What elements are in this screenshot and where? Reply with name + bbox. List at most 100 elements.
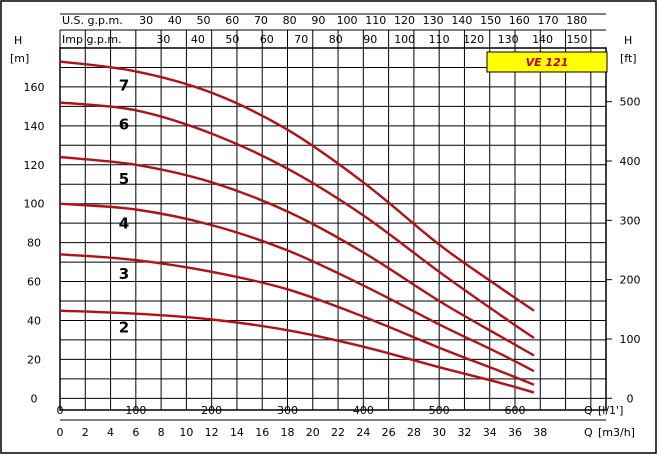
y-tick-m: 140	[24, 120, 45, 133]
imp-gpm-tick: 70	[294, 33, 308, 46]
pump-curve-7	[59, 60, 535, 312]
y-axis-label-left: H	[14, 34, 22, 47]
x-tick-m3h: 6	[132, 426, 139, 439]
us-gpm-tick: 120	[394, 14, 415, 27]
x-tick-m3h: 34	[483, 426, 497, 439]
x-tick-m3h: 32	[457, 426, 471, 439]
imp-gpm-tick: 90	[363, 33, 377, 46]
imp-gpm-tick: 110	[429, 33, 450, 46]
imp-gpm-tick: 130	[498, 33, 519, 46]
x-unit-lpm: [l/1']	[598, 404, 623, 417]
x-tick-m3h: 0	[57, 426, 64, 439]
model-badge: VE 121	[486, 51, 608, 73]
x-tick-m3h: 8	[158, 426, 165, 439]
y-tick-m: 40	[27, 314, 41, 327]
us-gpm-tick: 170	[538, 14, 559, 27]
y-unit-left: [m]	[10, 52, 29, 65]
us-gpm-tick: 60	[225, 14, 239, 27]
imp-gpm-tick: 100	[394, 33, 415, 46]
pump-curve-4	[59, 202, 535, 373]
us-gpm-tick: 150	[480, 14, 501, 27]
curve-label-4: 4	[119, 215, 129, 233]
imp-gpm-tick: 140	[532, 33, 553, 46]
us-gpm-tick: 50	[197, 14, 211, 27]
x-axis-label-m3h: Q	[584, 426, 593, 439]
y-tick-ft: 300	[620, 214, 641, 227]
imp-gpm-tick: 80	[329, 33, 343, 46]
imp-gpm-tick: 40	[191, 33, 205, 46]
y-tick-m: 60	[27, 276, 41, 289]
plot-border	[59, 47, 607, 411]
x-tick-m3h: 38	[533, 426, 547, 439]
pump-curve-3	[59, 253, 535, 386]
y-tick-m: 20	[27, 353, 41, 366]
y-unit-right: [ft]	[620, 52, 637, 65]
grid	[59, 13, 612, 421]
pump-curve-5	[59, 155, 535, 357]
y-tick-ft: 0	[627, 392, 634, 405]
x-tick-m3h: 18	[281, 426, 295, 439]
x-tick-m3h: 30	[432, 426, 446, 439]
x-tick-m3h: 14	[230, 426, 244, 439]
us-gpm-tick: 160	[509, 14, 530, 27]
y-tick-ft: 500	[620, 96, 641, 109]
pump-curve-6	[59, 101, 535, 339]
us-gpm-tick: 180	[566, 14, 587, 27]
curve-label-3: 3	[119, 265, 129, 283]
axis-labels: 0204060801001201401600100200300400500H[m…	[10, 14, 641, 439]
us-gpm-tick: 40	[168, 14, 182, 27]
imp-gpm-tick: 150	[567, 33, 588, 46]
us-gpm-tick: 140	[451, 14, 472, 27]
us-gpm-tick: 130	[423, 14, 444, 27]
x-tick-lpm: 100	[125, 404, 146, 417]
curve-label-5: 5	[119, 170, 129, 188]
x-tick-m3h: 36	[508, 426, 522, 439]
y-tick-m: 160	[24, 81, 45, 94]
x-tick-m3h: 4	[107, 426, 114, 439]
x-tick-m3h: 22	[331, 426, 345, 439]
y-tick-m: 100	[24, 198, 45, 211]
x-tick-m3h: 20	[306, 426, 320, 439]
y-tick-m: 80	[27, 237, 41, 250]
x-tick-lpm: 0	[57, 404, 64, 417]
y-tick-m: 120	[24, 159, 45, 172]
x-tick-lpm: 300	[277, 404, 298, 417]
imp-gpm-tick: 120	[463, 33, 484, 46]
us-gpm-tick: 110	[365, 14, 386, 27]
x-axis-label-lpm: Q	[584, 404, 593, 417]
x-unit-m3h: [m3/h]	[598, 426, 635, 439]
y-tick-ft: 100	[620, 333, 641, 346]
us-gpm-tick: 100	[337, 14, 358, 27]
x-tick-m3h: 10	[179, 426, 193, 439]
imp-gpm-tick: 30	[156, 33, 170, 46]
x-tick-m3h: 24	[356, 426, 370, 439]
x-tick-m3h: 12	[205, 426, 219, 439]
chart-title: VE 121	[526, 56, 569, 69]
y-tick-ft: 200	[620, 274, 641, 287]
x-tick-lpm: 600	[505, 404, 526, 417]
y-tick-ft: 400	[620, 155, 641, 168]
us-gpm-label: U.S. g.p.m.	[62, 14, 123, 27]
y-axis-label-right: H	[624, 34, 632, 47]
pump-curve-2	[59, 309, 535, 394]
imp-gpm-tick: 50	[225, 33, 239, 46]
model-box	[486, 51, 608, 73]
imp-gpm-label: Imp g.p.m.	[62, 33, 122, 46]
imp-gpm-tick: 60	[260, 33, 274, 46]
x-tick-m3h: 2	[82, 426, 89, 439]
x-tick-lpm: 200	[201, 404, 222, 417]
x-tick-lpm: 400	[353, 404, 374, 417]
x-tick-lpm: 500	[429, 404, 450, 417]
curve-label-7: 7	[119, 76, 129, 94]
us-gpm-tick: 80	[283, 14, 297, 27]
us-gpm-tick: 90	[311, 14, 325, 27]
curve-label-2: 2	[119, 319, 129, 337]
y-tick-m: 0	[31, 392, 38, 405]
us-gpm-tick: 70	[254, 14, 268, 27]
pump-curves	[59, 60, 535, 394]
us-gpm-tick: 30	[139, 14, 153, 27]
curve-label-6: 6	[119, 115, 129, 133]
x-tick-m3h: 28	[407, 426, 421, 439]
